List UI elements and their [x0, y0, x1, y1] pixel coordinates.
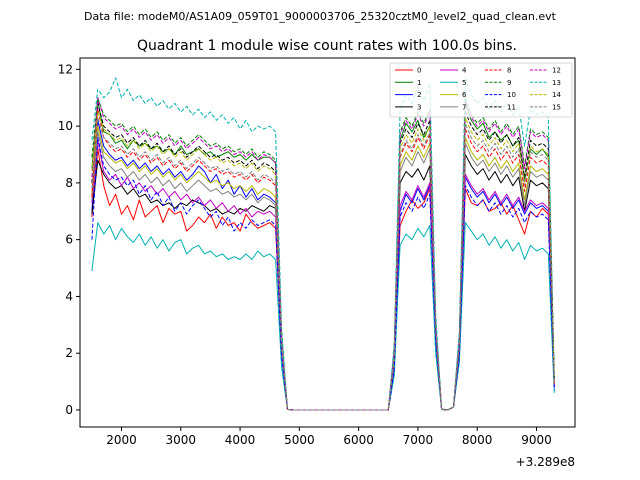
- x-tick-label: 6000: [343, 433, 374, 447]
- series-line-7: [91, 131, 555, 411]
- legend-label-5: 5: [462, 79, 466, 87]
- legend-label-0: 0: [417, 67, 421, 75]
- series-line-6: [91, 125, 555, 411]
- legend-label-11: 11: [507, 103, 516, 111]
- x-tick-label: 9000: [521, 433, 552, 447]
- legend-label-8: 8: [507, 67, 511, 75]
- series-line-11: [91, 102, 555, 411]
- plot-area: [91, 77, 555, 411]
- chart-title: Quadrant 1 module wise count rates with …: [137, 38, 517, 54]
- x-tick-label: 4000: [225, 433, 256, 447]
- legend-label-14: 14: [552, 91, 561, 99]
- legend-label-6: 6: [462, 91, 467, 99]
- legend-label-7: 7: [462, 103, 466, 111]
- legend-label-15: 15: [552, 103, 561, 111]
- legend-label-4: 4: [462, 67, 467, 75]
- x-tick-label: 5000: [284, 433, 315, 447]
- y-tick-label: 8: [65, 176, 73, 190]
- y-axis: 0 2 4 6 8 10 12: [58, 62, 80, 417]
- legend-label-3: 3: [417, 103, 421, 111]
- legend-label-9: 9: [507, 79, 511, 87]
- series-line-8: [91, 108, 555, 411]
- series-line-0: [91, 148, 555, 411]
- y-tick-label: 4: [65, 289, 73, 303]
- series-line-4: [91, 139, 555, 411]
- plot-frame: [79, 57, 576, 428]
- series-line-15: [91, 117, 555, 411]
- y-tick-label: 6: [65, 233, 73, 247]
- series-line-5: [91, 222, 555, 411]
- x-tick-label: 2000: [106, 433, 137, 447]
- x-axis-offset-label: +3.289e8: [516, 455, 575, 469]
- series-line-12: [91, 97, 555, 411]
- y-tick-label: 2: [65, 346, 73, 360]
- series-line-1: [91, 100, 555, 411]
- legend-box: [389, 62, 573, 118]
- x-tick-label: 3000: [166, 433, 197, 447]
- y-tick-label: 0: [65, 403, 73, 417]
- legend-label-1: 1: [417, 79, 421, 87]
- y-tick-label: 10: [58, 119, 73, 133]
- x-tick-label: 7000: [403, 433, 434, 447]
- legend-label-12: 12: [552, 67, 561, 75]
- legend-label-2: 2: [417, 91, 421, 99]
- x-tick-label: 8000: [462, 433, 493, 447]
- series-line-14: [91, 111, 555, 411]
- legend-label-13: 13: [552, 79, 561, 87]
- figure-suptitle: Data file: modeM0/AS1A09_059T01_90000037…: [84, 10, 557, 23]
- x-axis: 2000 3000 4000 5000 6000 7000 8000 9000: [106, 427, 552, 447]
- series-line-10: [91, 137, 555, 411]
- legend-label-10: 10: [507, 91, 516, 99]
- y-tick-label: 12: [58, 62, 73, 76]
